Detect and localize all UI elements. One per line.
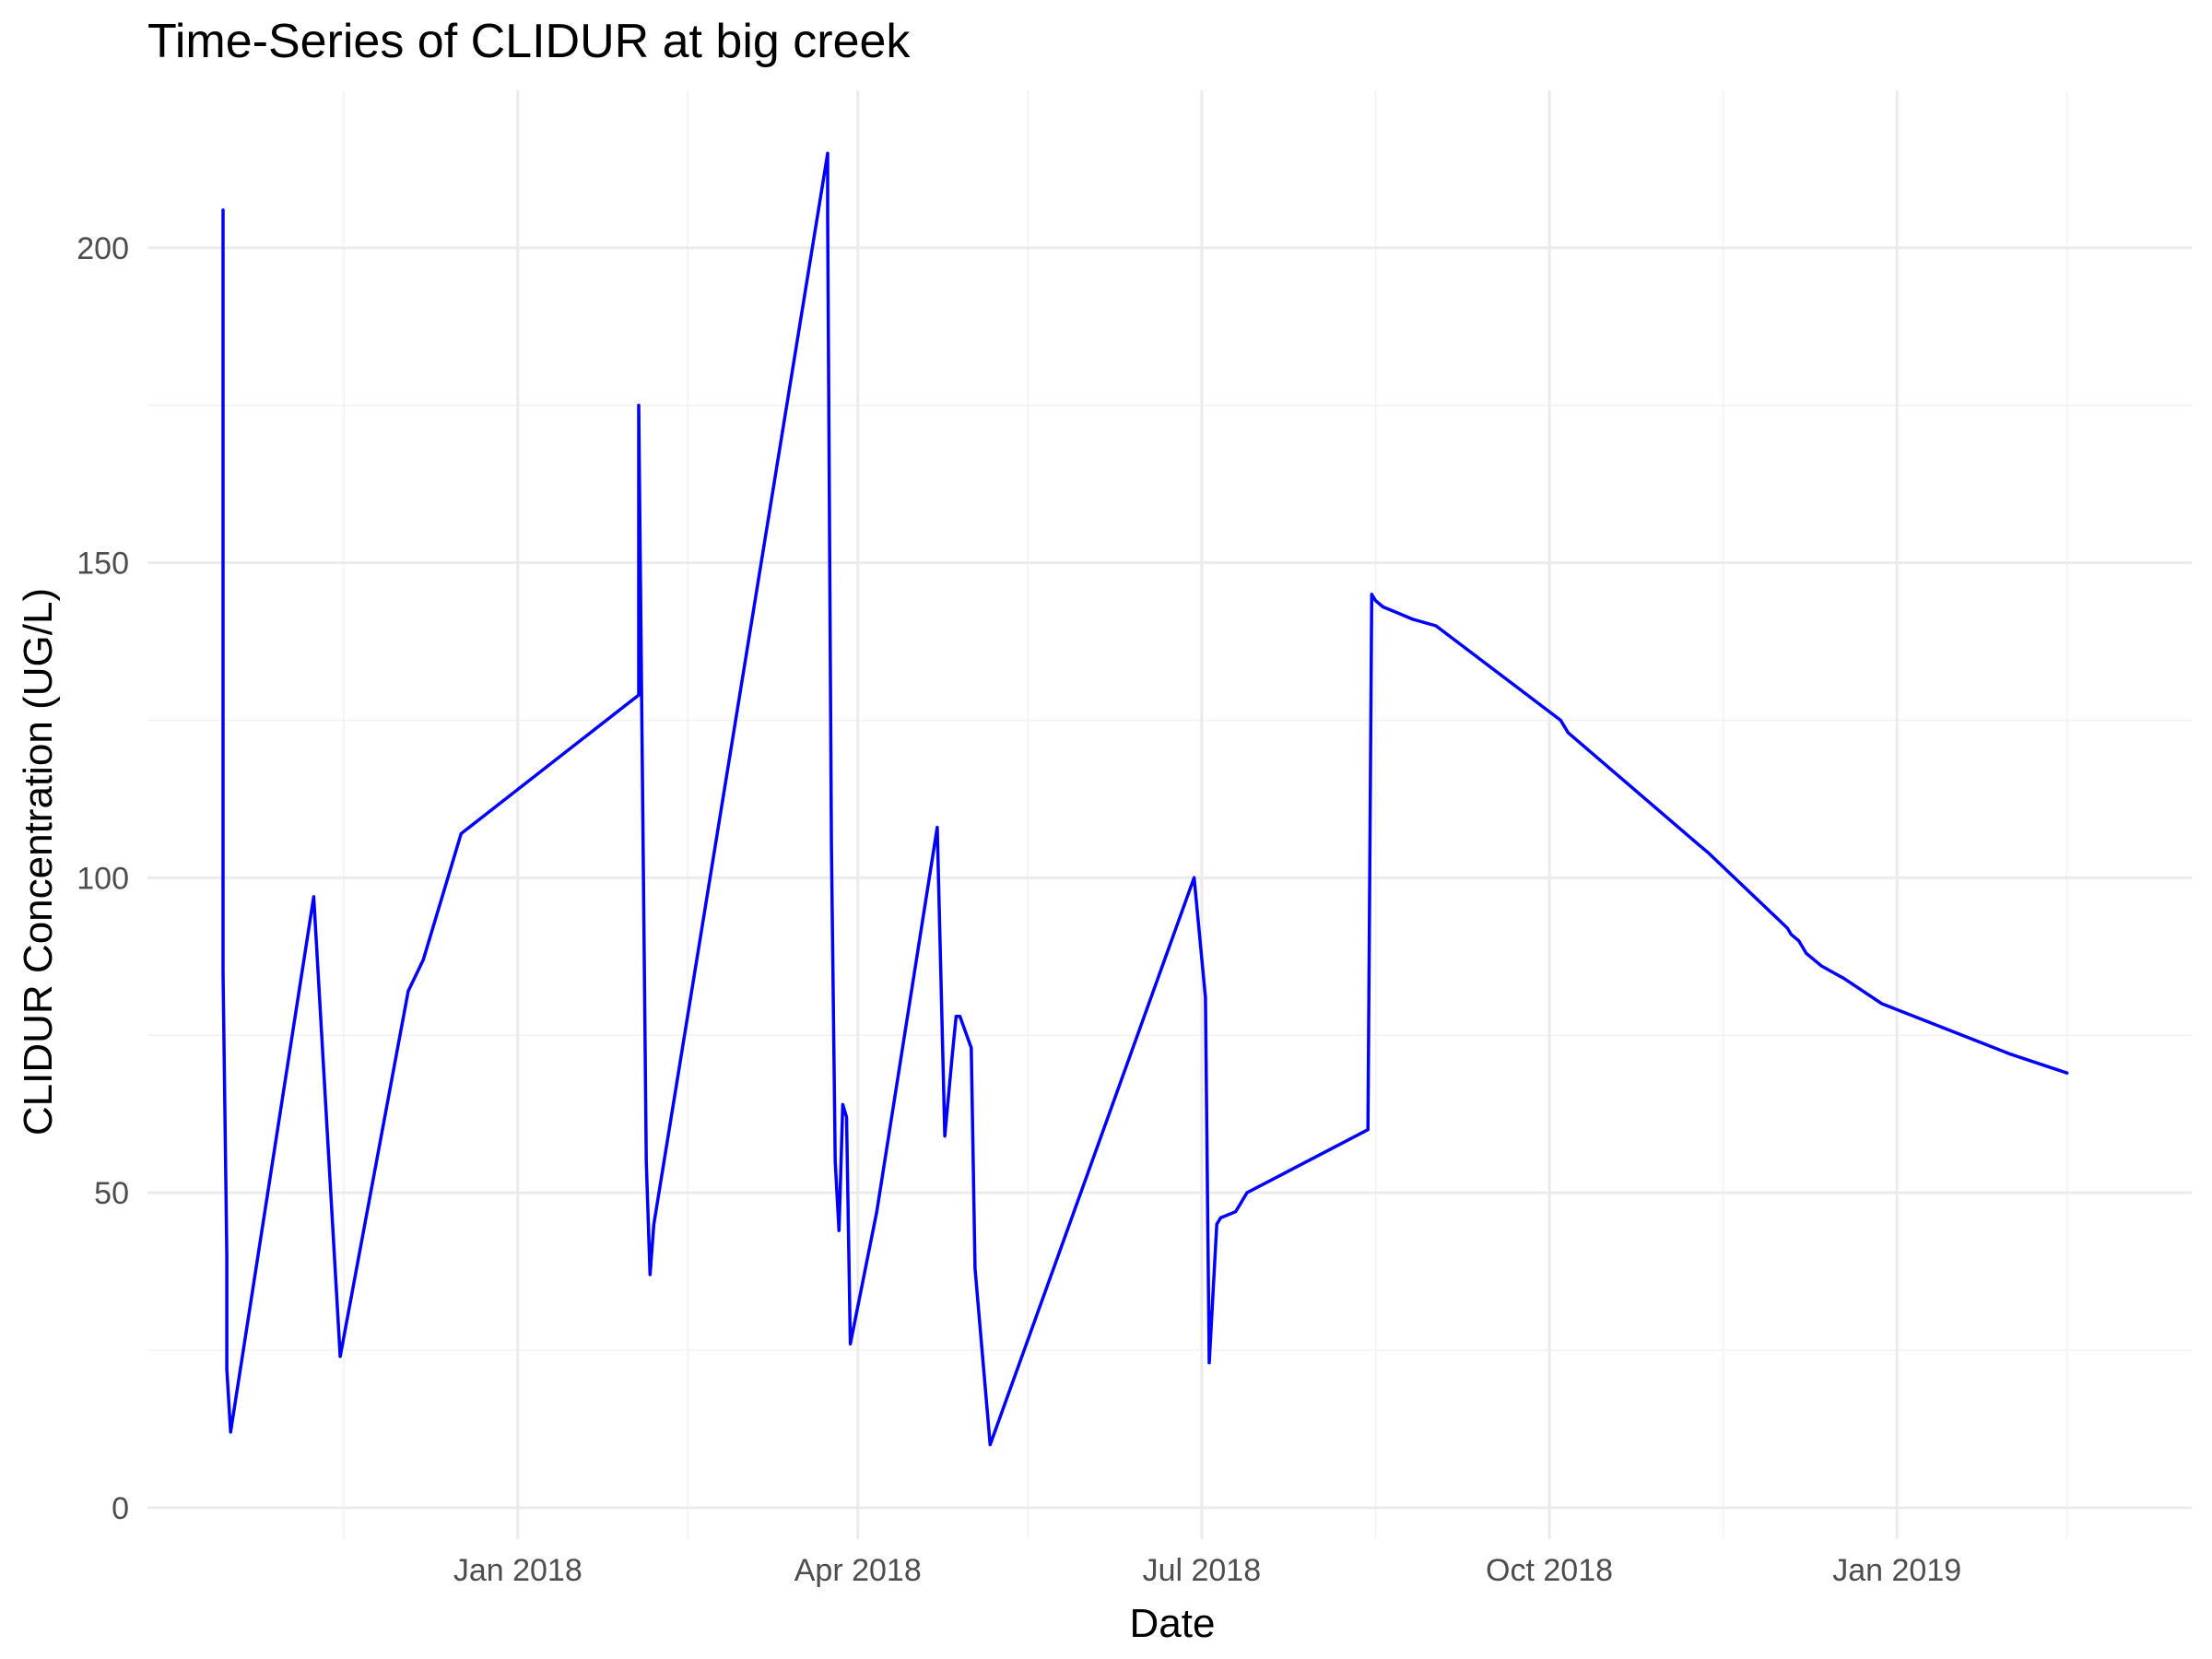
x-tick-labels: Jan 2018 Apr 2018 Jul 2018 Oct 2018 Jan 2019	[453, 1553, 1961, 1588]
x-tick-label: Jan 2019	[1832, 1553, 1961, 1588]
x-tick-label: Jul 2018	[1143, 1553, 1262, 1588]
x-axis-title: Date	[1130, 1601, 1216, 1646]
x-tick-label: Oct 2018	[1486, 1553, 1613, 1588]
major-gridlines-y	[147, 246, 2192, 1510]
chart-title: Time-Series of CLIDUR at big creek	[147, 15, 911, 68]
y-tick-label: 0	[112, 1491, 129, 1526]
y-tick-label: 200	[76, 231, 129, 266]
major-gridlines-x	[516, 90, 1899, 1539]
minor-gridlines-y	[147, 404, 2192, 1351]
y-tick-label: 150	[76, 547, 129, 582]
y-tick-label: 50	[94, 1176, 129, 1211]
x-tick-label: Apr 2018	[794, 1553, 922, 1588]
y-axis-title: CLIDUR Concentration (UG/L)	[16, 588, 61, 1135]
series-layer	[221, 151, 2069, 1447]
x-tick-label: Jan 2018	[453, 1553, 582, 1588]
y-tick-label: 100	[76, 861, 129, 896]
series-line-0	[221, 151, 2069, 1447]
minor-gridlines-x	[343, 90, 2068, 1539]
y-tick-labels: 0 50 100 150 200	[76, 231, 129, 1526]
